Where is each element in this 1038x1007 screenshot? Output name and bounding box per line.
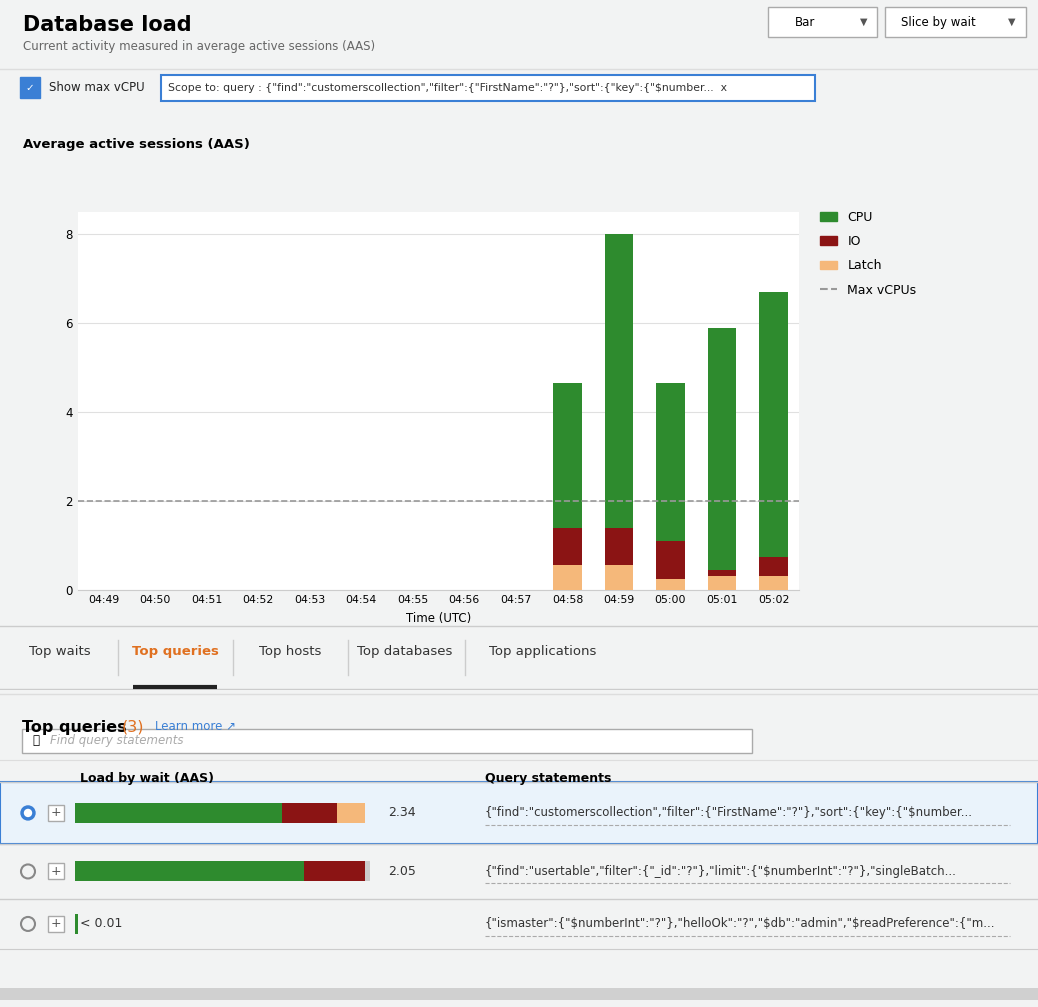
Text: Find query statements: Find query statements (50, 734, 184, 747)
Text: Slice by wait: Slice by wait (901, 16, 976, 28)
X-axis label: Time (UTC): Time (UTC) (406, 611, 471, 624)
Text: 🔍: 🔍 (32, 734, 39, 747)
Text: Top waits: Top waits (29, 645, 90, 659)
Bar (708, 327, 736, 570)
FancyBboxPatch shape (48, 916, 64, 931)
Text: Top queries: Top queries (22, 720, 127, 735)
Legend: CPU, IO, Latch, Max vCPUs: CPU, IO, Latch, Max vCPUs (820, 210, 917, 297)
Bar (337, 803, 364, 823)
Text: Top applications: Top applications (489, 645, 597, 659)
Text: 2.34: 2.34 (388, 807, 415, 820)
Text: Scope to: query : {"find":"customerscollection","filter":{"FirstName":"?"},"sort: Scope to: query : {"find":"customerscoll… (168, 83, 728, 93)
Bar (304, 861, 364, 881)
FancyBboxPatch shape (885, 7, 1026, 37)
Text: ✓: ✓ (26, 83, 34, 93)
Text: +: + (51, 807, 61, 820)
Bar (553, 384, 581, 528)
Bar (605, 528, 633, 565)
Bar (75, 861, 304, 881)
Text: +: + (51, 917, 61, 930)
Bar (656, 579, 685, 590)
Text: (3): (3) (122, 720, 144, 735)
Text: < 0.01: < 0.01 (80, 917, 122, 930)
Text: {"ismaster":{"$numberInt":"?"},"helloOk":"?","$db":"admin","$readPreference":{"m: {"ismaster":{"$numberInt":"?"},"helloOk"… (485, 917, 995, 930)
Text: Top databases: Top databases (357, 645, 453, 659)
Text: Current activity measured in average active sessions (AAS): Current activity measured in average act… (23, 40, 375, 53)
Bar (760, 292, 788, 557)
Bar (656, 541, 685, 579)
FancyBboxPatch shape (20, 78, 40, 99)
Text: Top queries: Top queries (132, 645, 218, 659)
Text: {"find":"usertable","filter":{"_id":"?"},"limit":{"$numberInt":"?"},"singleBatch: {"find":"usertable","filter":{"_id":"?"}… (485, 865, 957, 878)
Bar (656, 384, 685, 541)
Bar (75, 803, 282, 823)
Text: Show max vCPU: Show max vCPU (49, 82, 144, 95)
Text: Learn more ↗: Learn more ↗ (155, 720, 236, 733)
Text: Query statements: Query statements (485, 772, 611, 784)
FancyBboxPatch shape (0, 782, 1038, 844)
Text: Bar: Bar (795, 16, 816, 28)
Bar (553, 528, 581, 565)
Bar (605, 235, 633, 528)
Text: Database load: Database load (23, 15, 191, 35)
Bar (0, 988, 1038, 1000)
Text: ▼: ▼ (859, 17, 868, 27)
Bar (282, 803, 337, 823)
Text: Average active sessions (AAS): Average active sessions (AAS) (23, 138, 250, 151)
Circle shape (21, 806, 35, 820)
Bar (75, 914, 78, 933)
FancyBboxPatch shape (48, 805, 64, 821)
Text: {"find":"customerscollection","filter":{"FirstName":"?"},"sort":{"key":{"$number: {"find":"customerscollection","filter":{… (485, 807, 973, 820)
Bar (708, 570, 736, 576)
Text: +: + (51, 865, 61, 878)
Bar (553, 565, 581, 590)
Bar (708, 576, 736, 590)
Text: ▼: ▼ (1008, 17, 1016, 27)
Text: Top hosts: Top hosts (258, 645, 321, 659)
Bar (364, 861, 370, 881)
FancyBboxPatch shape (161, 76, 815, 101)
Bar (605, 565, 633, 590)
Circle shape (25, 810, 31, 817)
FancyBboxPatch shape (768, 7, 877, 37)
Bar (760, 576, 788, 590)
Text: 2.05: 2.05 (388, 865, 416, 878)
Bar (760, 557, 788, 576)
FancyBboxPatch shape (22, 729, 752, 753)
FancyBboxPatch shape (48, 863, 64, 879)
Text: Load by wait (AAS): Load by wait (AAS) (80, 772, 214, 784)
